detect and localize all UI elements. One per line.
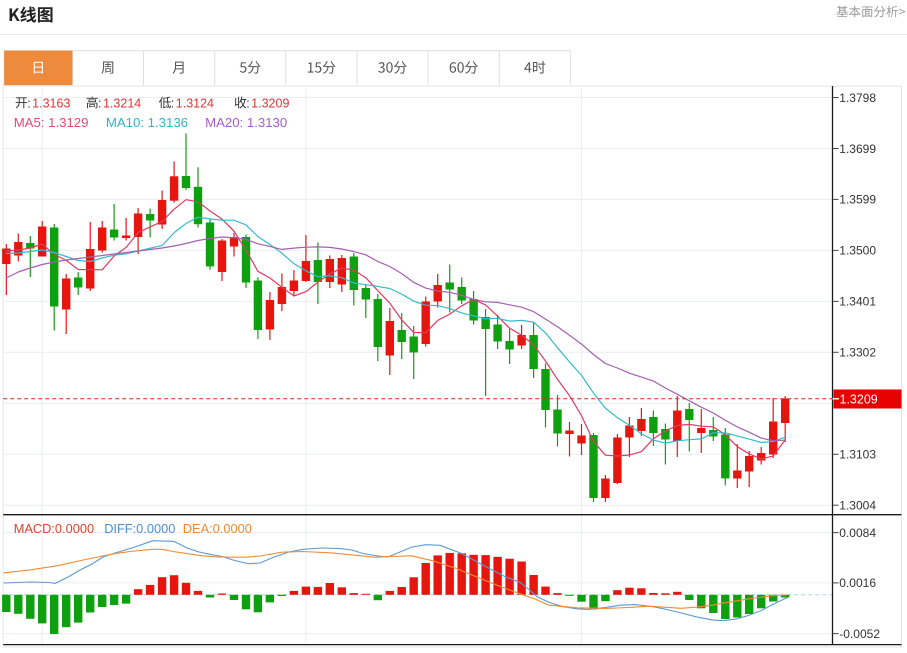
svg-text:DEA:0.0000: DEA:0.0000 <box>183 521 252 536</box>
svg-text:MA20: 1.3130: MA20: 1.3130 <box>205 115 287 130</box>
svg-text:1.3103: 1.3103 <box>839 448 876 462</box>
svg-text:0.0016: 0.0016 <box>839 576 876 590</box>
svg-text:-0.0052: -0.0052 <box>839 627 880 641</box>
svg-text:1.3500: 1.3500 <box>839 244 876 258</box>
svg-text:MACD:0.0000: MACD:0.0000 <box>14 521 94 536</box>
svg-text:MA10: 1.3136: MA10: 1.3136 <box>106 115 188 130</box>
svg-text::1.3214: :1.3214 <box>98 96 141 110</box>
svg-text:1.3209: 1.3209 <box>840 393 878 407</box>
svg-text::1.3163: :1.3163 <box>27 96 70 110</box>
svg-text::1.3209: :1.3209 <box>246 96 289 110</box>
svg-text:1.3798: 1.3798 <box>839 91 876 105</box>
svg-text:1.3302: 1.3302 <box>839 346 876 360</box>
svg-text:1.3699: 1.3699 <box>839 142 876 156</box>
svg-text:0.0084: 0.0084 <box>839 526 876 540</box>
svg-text:DIFF:0.0000: DIFF:0.0000 <box>104 521 175 536</box>
svg-text::1.3124: :1.3124 <box>171 96 214 110</box>
svg-text:1.3004: 1.3004 <box>839 499 876 513</box>
svg-text:1.3599: 1.3599 <box>839 193 876 207</box>
svg-text:1.3401: 1.3401 <box>839 295 876 309</box>
svg-text:MA5: 1.3129: MA5: 1.3129 <box>14 115 89 130</box>
